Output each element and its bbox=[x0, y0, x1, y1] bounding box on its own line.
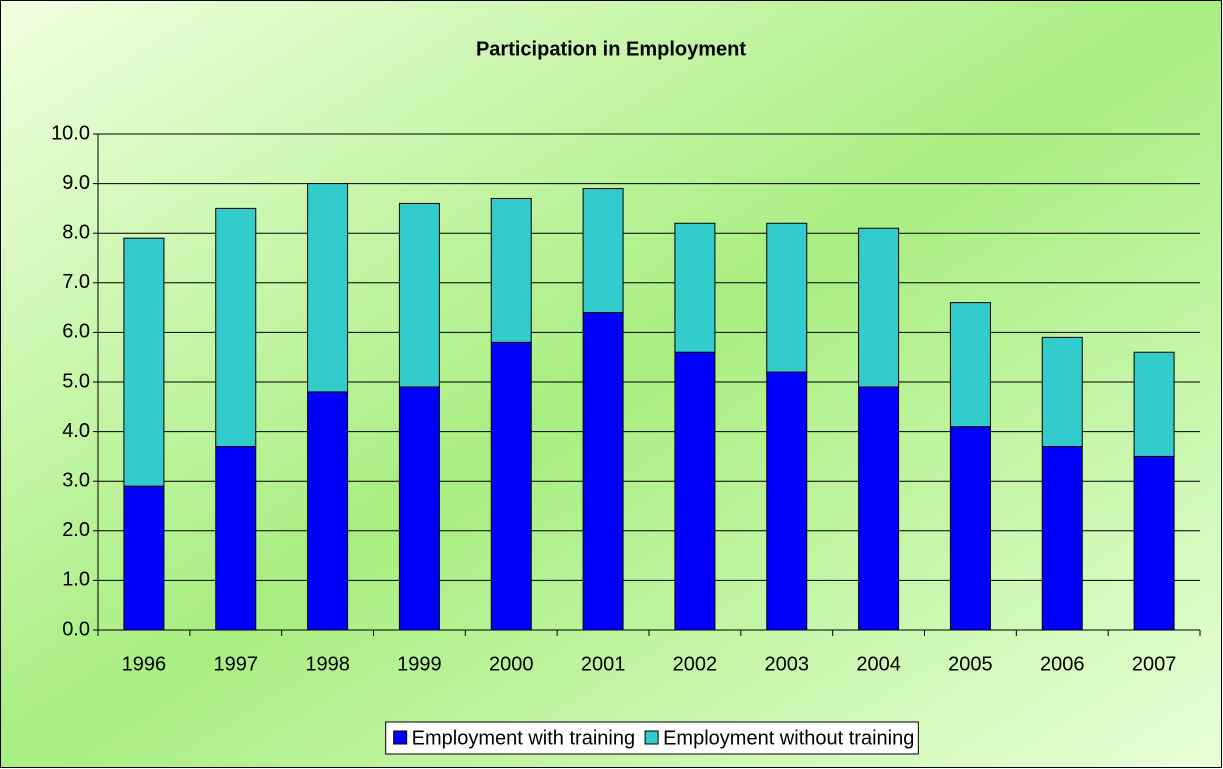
bar-segment bbox=[582, 312, 624, 631]
x-tick-label: 1996 bbox=[122, 653, 167, 675]
bar-segment bbox=[307, 183, 349, 393]
bar-segment bbox=[1041, 336, 1083, 447]
y-tick-label: 7.0 bbox=[62, 271, 90, 293]
y-tick-label: 5.0 bbox=[62, 370, 90, 392]
bar-segment bbox=[123, 485, 165, 631]
bar-segment bbox=[123, 237, 165, 487]
y-tick-label: 4.0 bbox=[62, 420, 90, 442]
y-tick-label: 2.0 bbox=[62, 519, 90, 541]
y-tick-label: 1.0 bbox=[62, 569, 90, 591]
x-tick-label: 1999 bbox=[397, 653, 442, 675]
legend-swatch bbox=[393, 730, 408, 745]
y-tick-label: 8.0 bbox=[62, 221, 90, 243]
bar-segment bbox=[307, 391, 349, 631]
bar-segment bbox=[490, 197, 532, 343]
legend-label: Employment with training bbox=[412, 727, 635, 749]
bar-segment bbox=[674, 222, 716, 353]
y-tick-label: 6.0 bbox=[62, 321, 90, 343]
legend-label: Employment without training bbox=[663, 727, 914, 749]
bar-segment bbox=[398, 202, 440, 388]
y-tick-label: 10.0 bbox=[51, 122, 90, 144]
x-tick-label: 2005 bbox=[948, 653, 993, 675]
y-tick-label: 0.0 bbox=[62, 618, 90, 640]
x-tick-label: 2006 bbox=[1040, 653, 1085, 675]
x-tick-label: 2002 bbox=[673, 653, 718, 675]
chart-title: Participation in Employment bbox=[476, 38, 746, 60]
legend: Employment with training Employment witho… bbox=[385, 721, 919, 755]
bar-segment bbox=[215, 207, 257, 447]
bar-segment bbox=[1133, 455, 1175, 631]
y-tick-label: 3.0 bbox=[62, 469, 90, 491]
bar-segment bbox=[949, 426, 991, 631]
x-tick-label: 2003 bbox=[765, 653, 810, 675]
bar-segment bbox=[858, 227, 900, 388]
bar-segment bbox=[398, 386, 440, 631]
bar-segment bbox=[1041, 445, 1083, 631]
bar-segment bbox=[674, 351, 716, 631]
bar-segment bbox=[949, 302, 991, 428]
bar-segment bbox=[858, 386, 900, 631]
x-tick-label: 1998 bbox=[305, 653, 350, 675]
x-tick-label: 2007 bbox=[1132, 653, 1177, 675]
x-tick-label: 2004 bbox=[856, 653, 901, 675]
bar-segment bbox=[766, 371, 808, 631]
bar-segment bbox=[1133, 351, 1175, 457]
bar-segment bbox=[766, 222, 808, 373]
bar-segment bbox=[215, 445, 257, 631]
y-tick-label: 9.0 bbox=[62, 172, 90, 194]
x-tick-label: 2001 bbox=[581, 653, 626, 675]
legend-swatch bbox=[644, 730, 659, 745]
x-tick-label: 1997 bbox=[214, 653, 259, 675]
bar-segment bbox=[582, 188, 624, 314]
x-tick-label: 2000 bbox=[489, 653, 534, 675]
bar-segment bbox=[490, 341, 532, 631]
